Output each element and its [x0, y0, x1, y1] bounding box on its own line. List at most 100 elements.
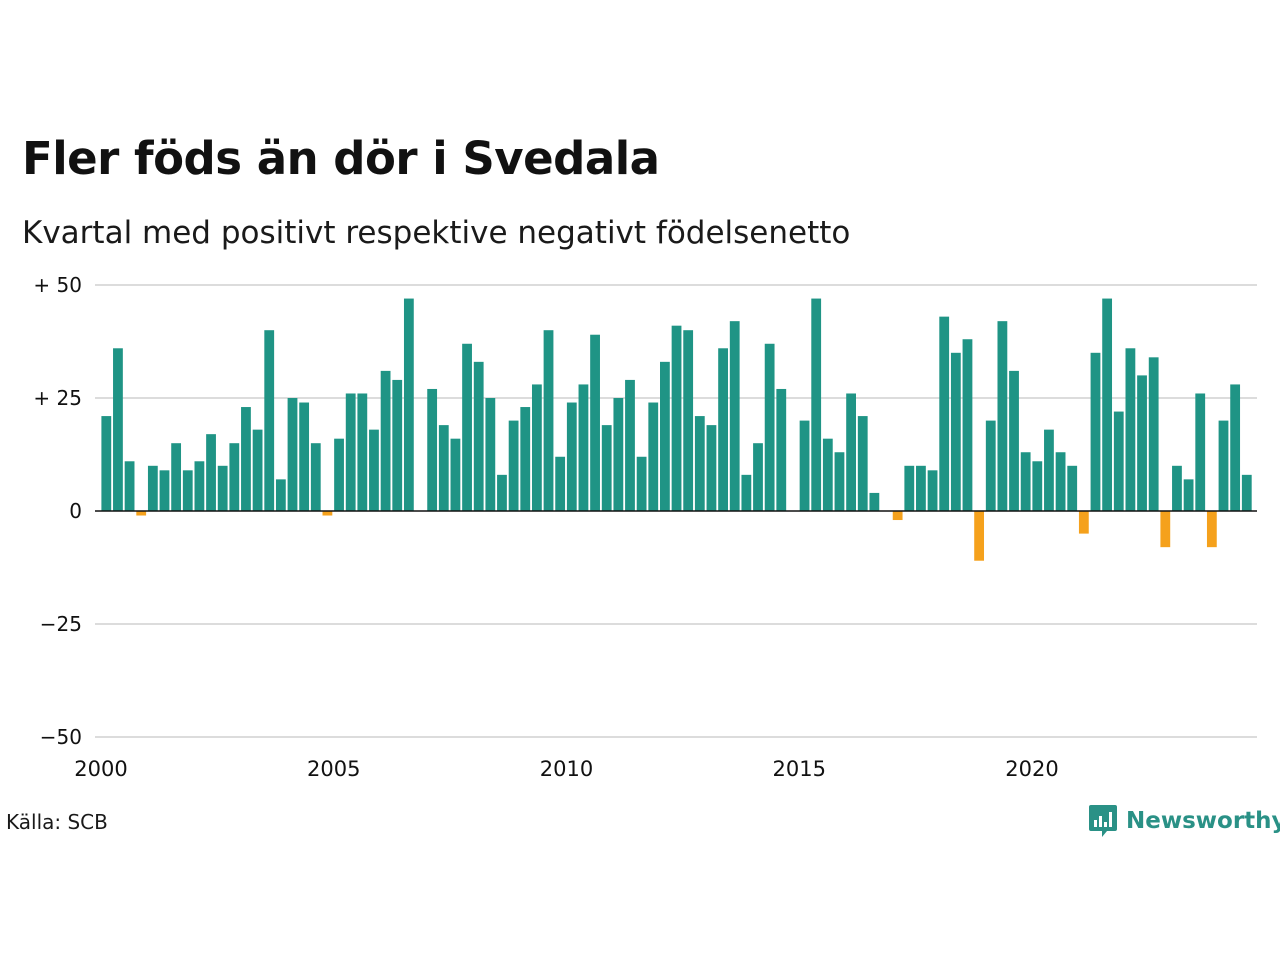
- bar: [1148, 357, 1159, 511]
- bar: [660, 361, 670, 511]
- bar: [520, 407, 531, 511]
- bar: [578, 384, 589, 511]
- bar: [997, 321, 1008, 511]
- bar: [974, 511, 985, 561]
- bar: [217, 465, 228, 511]
- bar: [462, 343, 472, 511]
- bar: [1206, 511, 1217, 548]
- bar: [357, 393, 368, 511]
- bar: [753, 443, 763, 511]
- bar: [287, 398, 298, 511]
- bar: [799, 420, 810, 511]
- bar: [101, 416, 112, 511]
- bar: [182, 470, 193, 511]
- bar: [299, 402, 310, 511]
- chart-subtitle: Kvartal med positivt respektive negativt…: [22, 215, 851, 251]
- y-tick-label: −25: [40, 612, 82, 636]
- bar: [683, 330, 694, 511]
- bar: [194, 461, 205, 511]
- bar: [1125, 348, 1136, 511]
- y-tick-label: −50: [40, 725, 82, 749]
- y-axis-ticks: + 50 + 25 0 −25 −50: [33, 273, 82, 749]
- y-tick-label: 0: [69, 499, 82, 523]
- source-note: Källa: SCB: [6, 810, 108, 834]
- bar-series: [101, 298, 1252, 561]
- bar: [392, 379, 403, 511]
- bar: [1102, 298, 1113, 511]
- bar: [1137, 375, 1147, 511]
- bar: [869, 492, 880, 511]
- bar: [171, 443, 182, 511]
- bar: [1044, 429, 1054, 511]
- bar: [636, 456, 647, 511]
- bar: [427, 388, 438, 511]
- brand-logo[interactable]: Newsworthy: [1088, 803, 1280, 839]
- x-tick-label: 2020: [1005, 757, 1058, 781]
- bar: [147, 465, 158, 511]
- brand-name: Newsworthy: [1126, 808, 1280, 834]
- bar: [1241, 474, 1252, 511]
- y-tick-label: + 25: [33, 386, 82, 410]
- bar: [508, 420, 519, 511]
- bar: [811, 298, 822, 511]
- grid-lines: [95, 284, 1257, 738]
- bar: [822, 438, 833, 511]
- bar: [159, 470, 170, 511]
- bar: [625, 379, 635, 511]
- bar: [718, 348, 728, 511]
- bar: [264, 330, 275, 511]
- bar: [962, 339, 973, 511]
- bar: [241, 407, 251, 511]
- bar: [1055, 452, 1066, 511]
- bar: [1020, 452, 1031, 511]
- bar: [1090, 352, 1101, 511]
- bar: [566, 402, 577, 511]
- bar: [275, 479, 286, 511]
- bar: [136, 511, 147, 516]
- bar: [345, 393, 356, 511]
- bar: [694, 416, 705, 511]
- bar: [252, 429, 263, 511]
- bar: [438, 425, 449, 511]
- bar: [1230, 384, 1241, 511]
- bar: [1160, 511, 1171, 548]
- bar: [916, 465, 926, 511]
- bar: [380, 370, 391, 511]
- x-tick-label: 2005: [307, 757, 360, 781]
- x-tick-label: 2015: [773, 757, 826, 781]
- bar: [1067, 465, 1078, 511]
- bar: [706, 425, 717, 511]
- newsworthy-logo-icon: [1089, 805, 1117, 837]
- bar-chart: + 50 + 25 0 −25 −50 2000 2005 2010 2015 2020: [33, 273, 1257, 781]
- bar: [334, 438, 344, 511]
- y-tick-label: + 50: [33, 273, 82, 297]
- bar: [764, 343, 775, 511]
- bar: [543, 330, 554, 511]
- bar: [1218, 420, 1229, 511]
- bar: [985, 420, 996, 511]
- bar: [950, 352, 961, 511]
- bar: [729, 321, 740, 511]
- x-tick-label: 2000: [74, 757, 127, 781]
- bar: [206, 434, 216, 511]
- bar: [590, 334, 600, 511]
- bar: [892, 511, 903, 521]
- bar: [904, 465, 915, 511]
- bar: [927, 470, 938, 511]
- bar: [1009, 370, 1019, 511]
- bar: [857, 416, 868, 511]
- bar: [648, 402, 659, 511]
- bar: [1195, 393, 1206, 511]
- bar: [450, 438, 461, 511]
- bar: [776, 388, 787, 511]
- bar: [322, 511, 333, 516]
- bar: [497, 474, 507, 511]
- chart-title: Fler föds än dör i Svedala: [22, 132, 660, 185]
- bar: [369, 429, 379, 511]
- x-tick-label: 2010: [540, 757, 593, 781]
- bar: [113, 348, 123, 511]
- bar: [124, 461, 135, 511]
- bar: [1032, 461, 1043, 511]
- bar: [531, 384, 542, 511]
- bar: [555, 456, 566, 511]
